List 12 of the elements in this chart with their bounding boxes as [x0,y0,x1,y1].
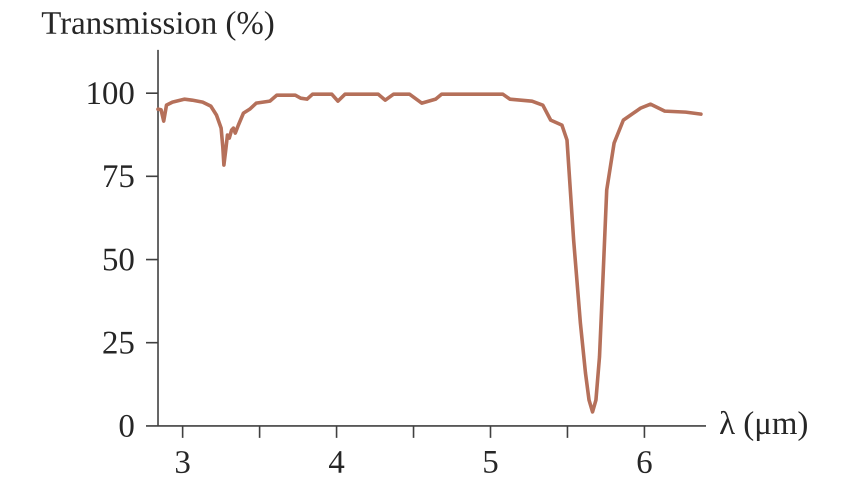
y-tick-label: 75 [104,165,134,188]
y-tick-label: 25 [103,332,134,354]
y-tick-label: 100 [88,82,134,104]
x-axis-title: λ (μm) [720,410,807,442]
x-tick-label: 5 [484,451,498,473]
x-tick-label: 4 [328,451,344,473]
y-axis-title: Transmission (%) [42,10,274,41]
x-tick-label: 3 [176,451,190,474]
y-tick-label: 0 [120,414,134,438]
line-series [156,92,703,414]
y-tick-label: 50 [104,248,134,271]
x-tick-label: 6 [638,451,652,474]
